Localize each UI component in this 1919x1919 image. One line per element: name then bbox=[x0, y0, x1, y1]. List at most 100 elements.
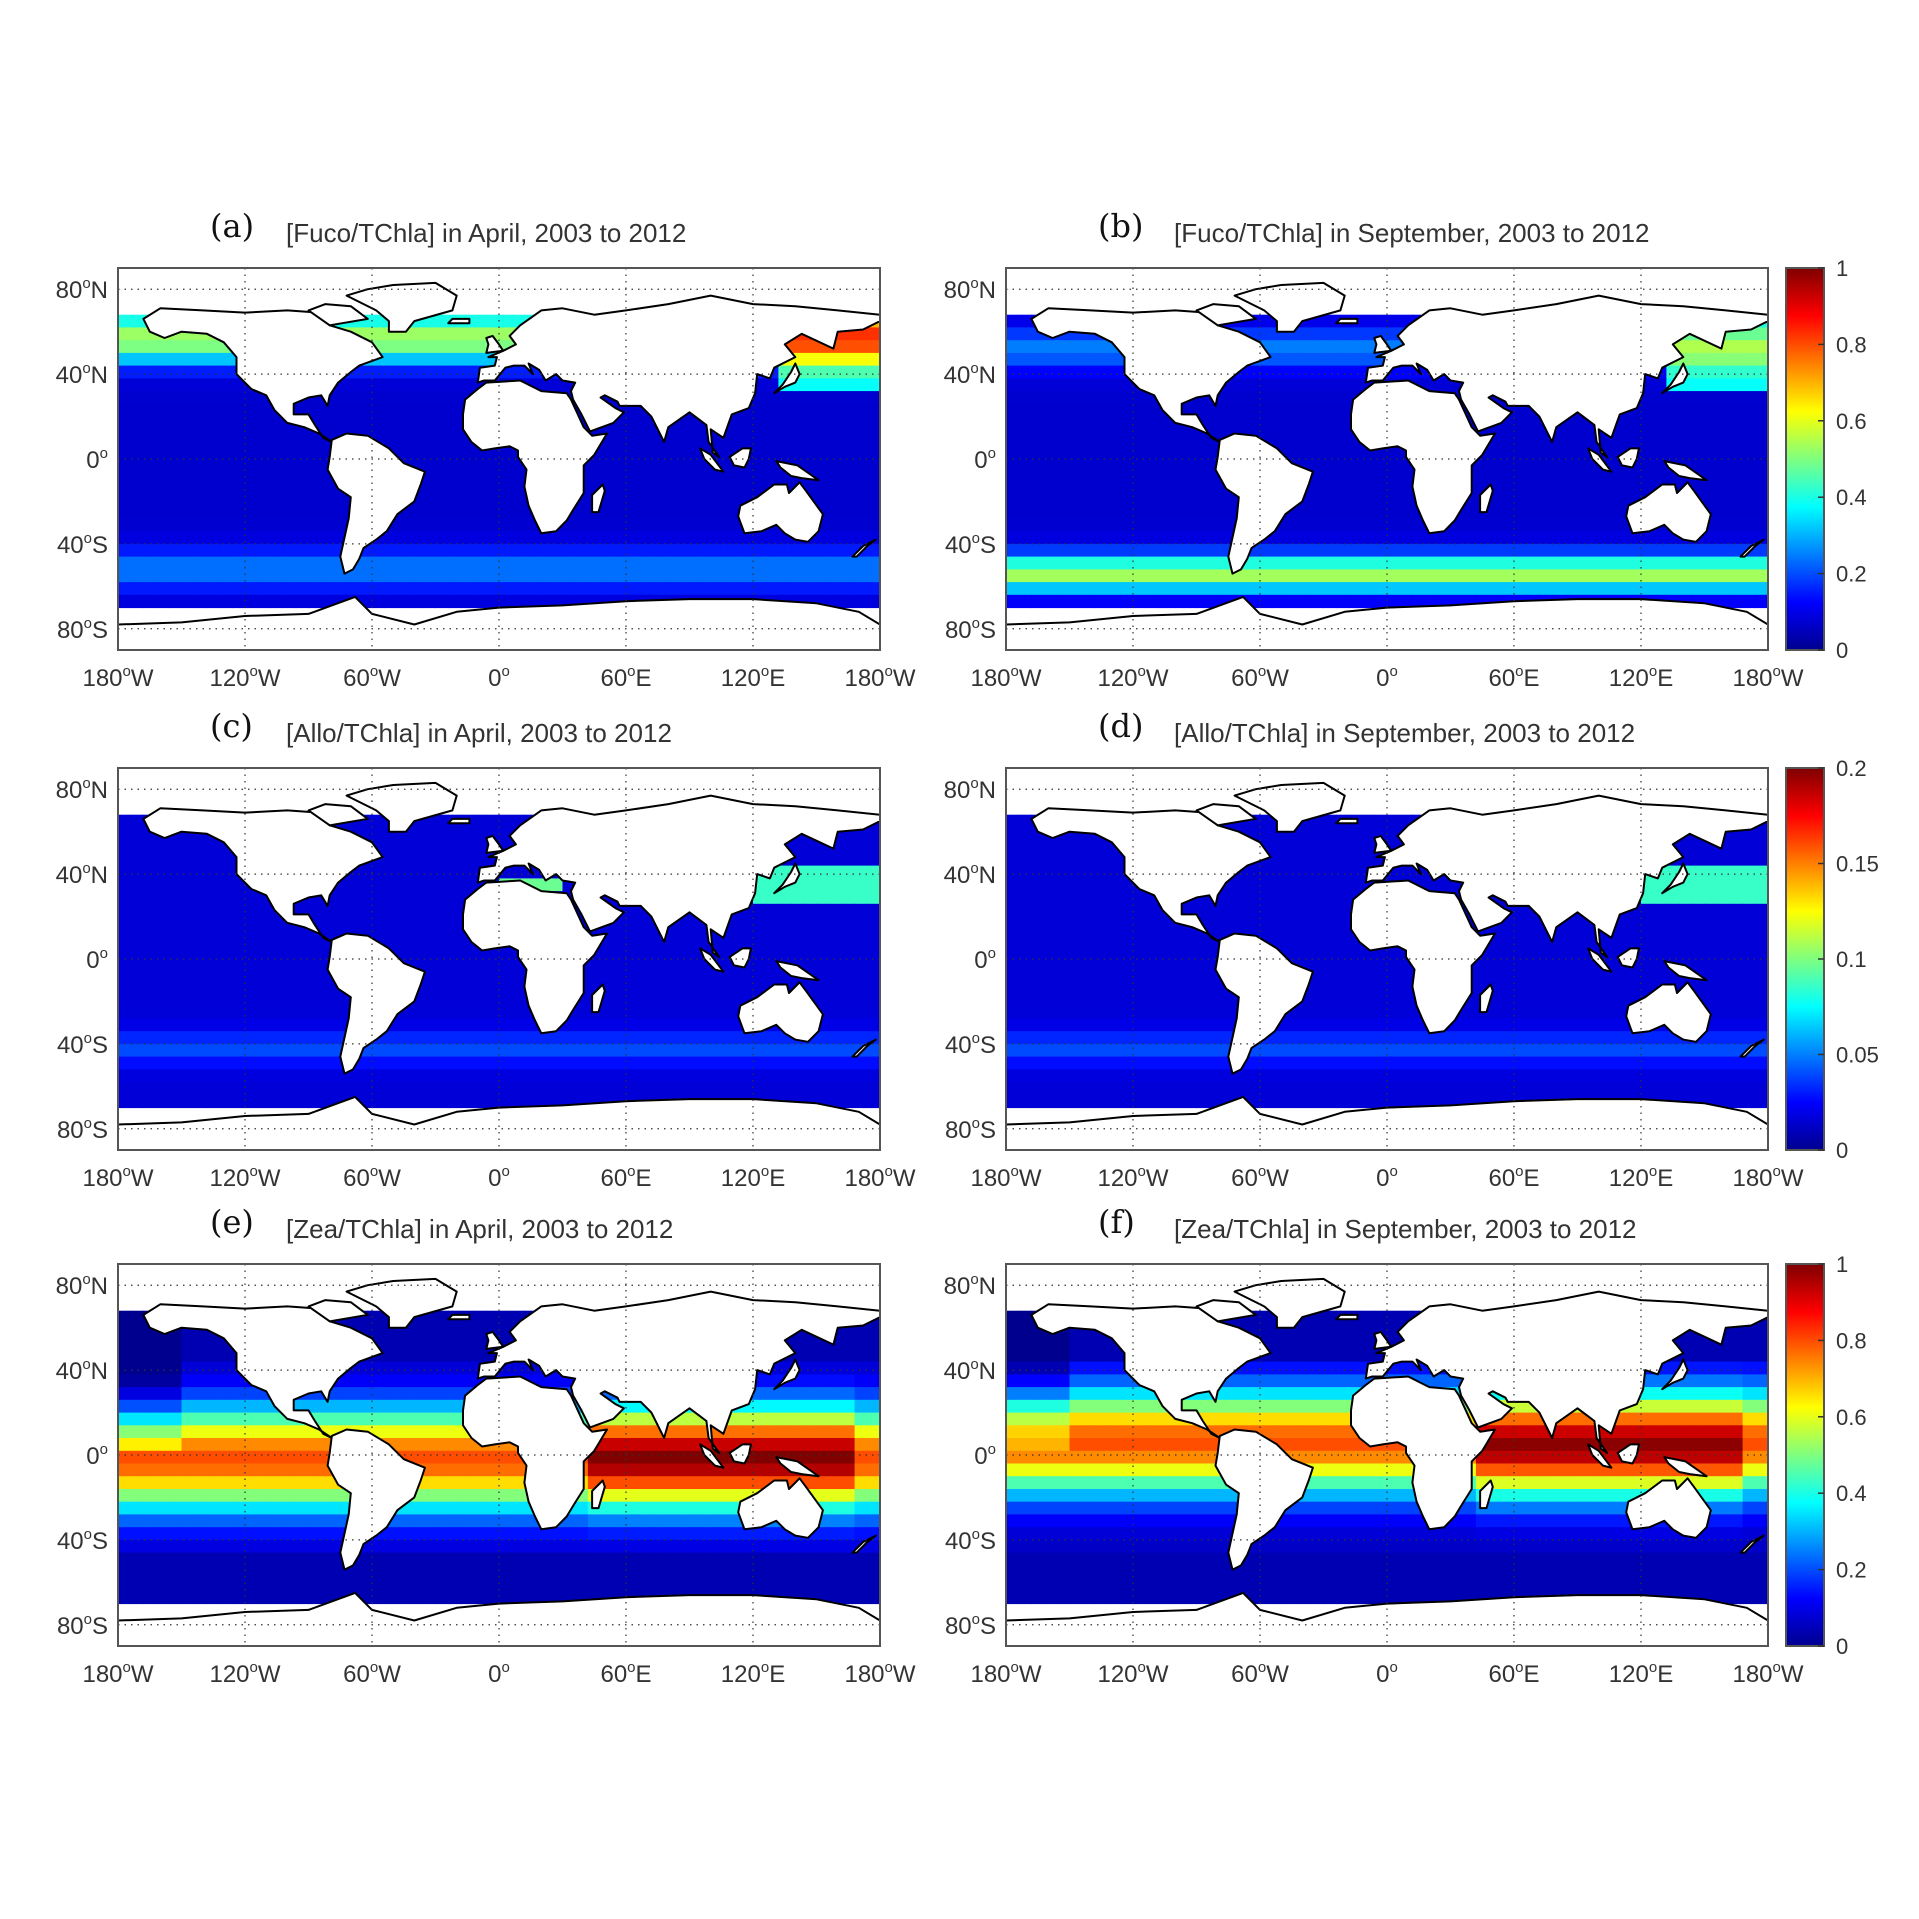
field-cell bbox=[816, 903, 830, 918]
field-cell bbox=[486, 980, 500, 994]
lon-tick-label: 180oW bbox=[970, 663, 1041, 692]
field-cell bbox=[575, 582, 589, 596]
field-cell bbox=[727, 480, 741, 494]
field-cell bbox=[181, 865, 195, 879]
field-cell bbox=[118, 878, 132, 892]
field-cell bbox=[168, 429, 183, 443]
field-cell bbox=[1247, 582, 1261, 596]
field-cell bbox=[130, 416, 144, 430]
field-cell bbox=[1285, 391, 1299, 405]
field-cell bbox=[308, 403, 322, 418]
field-cell bbox=[1069, 352, 1083, 367]
field-cell bbox=[753, 429, 767, 443]
field-cell bbox=[206, 1043, 221, 1058]
field-cell bbox=[1679, 416, 1693, 430]
field-cell bbox=[473, 1005, 487, 1019]
field-cell bbox=[626, 493, 640, 507]
field-cell bbox=[1564, 954, 1579, 969]
field-cell bbox=[206, 929, 221, 943]
field-cell bbox=[664, 967, 678, 981]
field-cell bbox=[422, 416, 437, 430]
field-cell bbox=[219, 1005, 233, 1019]
field-cell bbox=[473, 827, 487, 841]
field-cell bbox=[626, 442, 640, 456]
field-cell bbox=[727, 916, 741, 930]
field-cell bbox=[829, 454, 843, 469]
field-cell bbox=[1044, 543, 1058, 558]
field-cell bbox=[1336, 352, 1350, 367]
field-cell bbox=[1310, 505, 1325, 519]
field-cell bbox=[587, 967, 602, 981]
field-cell bbox=[448, 929, 462, 943]
field-cell bbox=[587, 1056, 602, 1070]
field-cell bbox=[829, 903, 843, 918]
field-cell bbox=[867, 429, 880, 443]
field-cell bbox=[1615, 480, 1629, 494]
field-cell bbox=[1018, 852, 1032, 867]
field-cell bbox=[1691, 891, 1706, 905]
field-cell bbox=[765, 1082, 779, 1096]
field-cell bbox=[295, 1069, 310, 1083]
field-cell bbox=[689, 429, 703, 443]
field-cell bbox=[1387, 467, 1401, 481]
lon-tick-label: 60oE bbox=[600, 1163, 651, 1192]
field-cell bbox=[841, 493, 856, 507]
field-cell bbox=[283, 1069, 297, 1083]
field-cell bbox=[753, 416, 767, 430]
field-cell bbox=[143, 416, 157, 430]
field-cell bbox=[245, 954, 259, 969]
field-cell bbox=[283, 942, 297, 956]
field-cell bbox=[753, 531, 767, 545]
field-cell bbox=[638, 1056, 652, 1070]
field-cell bbox=[1348, 340, 1363, 354]
field-cell bbox=[499, 1005, 513, 1019]
field-cell bbox=[118, 1094, 132, 1109]
field-cell bbox=[372, 827, 386, 841]
field-cell bbox=[118, 531, 132, 545]
field-cell bbox=[575, 1082, 589, 1096]
field-cell bbox=[321, 531, 335, 545]
field-cell bbox=[257, 429, 271, 443]
field-cell bbox=[448, 903, 462, 918]
field-cell bbox=[245, 1043, 259, 1058]
field-cell bbox=[397, 569, 411, 583]
field-cell bbox=[473, 1043, 487, 1058]
field-cell bbox=[1653, 391, 1667, 405]
field-cell bbox=[1463, 505, 1477, 519]
field-cell bbox=[1679, 891, 1693, 905]
field-cell bbox=[816, 429, 830, 443]
field-cell bbox=[1755, 827, 1768, 841]
field-cell bbox=[1285, 365, 1299, 379]
field-cell bbox=[118, 891, 132, 905]
field-cell bbox=[283, 929, 297, 943]
field-cell bbox=[511, 582, 525, 596]
field-cell bbox=[270, 954, 284, 969]
field-cell bbox=[130, 1056, 144, 1070]
field-cell bbox=[1310, 543, 1325, 558]
field-cell bbox=[1641, 903, 1655, 918]
field-cell bbox=[664, 1005, 678, 1019]
field-cell bbox=[727, 967, 741, 981]
field-cell bbox=[613, 1069, 627, 1083]
field-cell bbox=[245, 1094, 259, 1109]
field-cell bbox=[372, 1056, 386, 1070]
field-cell bbox=[1755, 454, 1768, 469]
field-cell bbox=[1514, 442, 1528, 456]
field-cell bbox=[1285, 865, 1299, 879]
field-cell bbox=[257, 954, 271, 969]
field-cell bbox=[168, 594, 183, 609]
field-cell bbox=[1145, 556, 1159, 570]
field-cell bbox=[143, 352, 157, 367]
field-cell bbox=[1044, 454, 1058, 469]
field-cell bbox=[1094, 556, 1109, 570]
field-cell bbox=[1298, 929, 1312, 943]
field-cell bbox=[1704, 954, 1718, 969]
field-cell bbox=[1094, 429, 1109, 443]
field-cell bbox=[118, 903, 132, 918]
field-cell bbox=[626, 1069, 640, 1083]
field-cell bbox=[321, 518, 335, 532]
field-cell bbox=[1018, 314, 1032, 328]
field-cell bbox=[308, 967, 322, 981]
field-cell bbox=[232, 467, 246, 481]
field-cell bbox=[1196, 543, 1210, 558]
